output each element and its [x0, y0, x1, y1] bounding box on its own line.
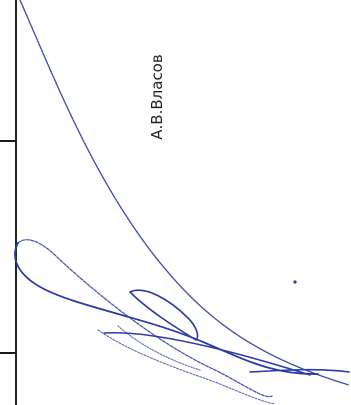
- margin-tick-mark: [0, 140, 17, 142]
- margin-tick-mark: [0, 352, 17, 354]
- left-margin-rule: [15, 0, 17, 405]
